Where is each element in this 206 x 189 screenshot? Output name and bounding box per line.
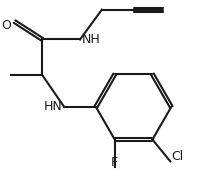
Text: HN: HN bbox=[43, 100, 62, 113]
Text: NH: NH bbox=[82, 33, 101, 46]
Text: Cl: Cl bbox=[171, 150, 184, 163]
Text: O: O bbox=[2, 19, 12, 32]
Text: F: F bbox=[111, 156, 118, 169]
